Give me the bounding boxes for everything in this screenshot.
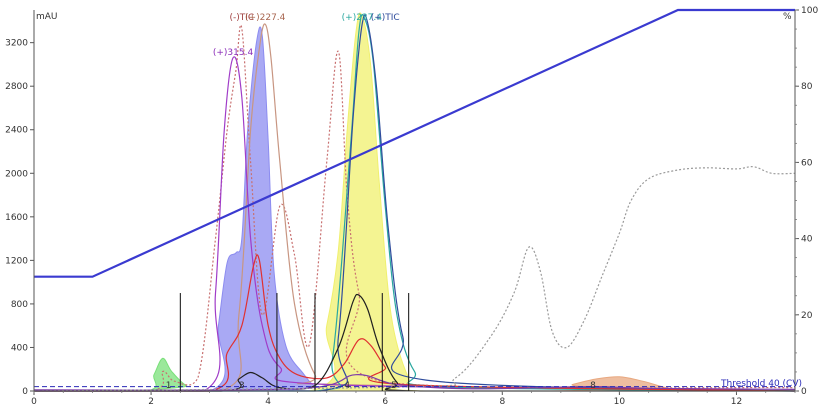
y-left-tick-label: 1200 <box>5 256 28 266</box>
y-right-tick-label: 60 <box>801 158 813 168</box>
fraction-label: 8 <box>590 381 596 391</box>
series-line-4 <box>34 14 796 392</box>
series-line-12 <box>33 166 796 392</box>
y-left-unit: mAU <box>36 12 58 22</box>
y-left-tick-label: 2000 <box>5 169 28 179</box>
axes <box>33 10 796 392</box>
trace-lines <box>33 14 796 392</box>
filled-peak-6 <box>34 12 795 392</box>
y-left-tick-label: 800 <box>11 300 28 310</box>
fraction-label: 5 <box>391 381 397 391</box>
series-line-10 <box>34 293 795 392</box>
y-right-tick-label: 0 <box>801 387 807 397</box>
x-tick-label: 0 <box>31 397 37 407</box>
peak-label: (+)237.4 <box>342 13 383 23</box>
filled-peaks <box>34 12 795 392</box>
series-line-3 <box>34 14 796 392</box>
series-line-2 <box>34 56 796 392</box>
y-left-tick-label: 0 <box>22 387 28 397</box>
y-left-tick-label: 2400 <box>5 126 28 136</box>
y-right-tick-label: 100 <box>801 6 818 16</box>
x-tick-label: 8 <box>499 397 505 407</box>
y-right-tick-label: 20 <box>801 311 813 321</box>
series-line-1 <box>34 23 796 392</box>
peak-label: (+)315.4 <box>213 48 254 58</box>
peak-labels: (-)TIC(+)227.4 (+)315.4 (+)237.4(+)TIC <box>213 13 400 58</box>
gradient-line <box>34 8 795 278</box>
y-right-unit: % <box>783 12 792 22</box>
y-left-tick-label: 1600 <box>5 213 28 223</box>
peak-label: (+)TIC <box>371 13 400 23</box>
x-tick-label: 10 <box>614 397 626 407</box>
filled-peak-5 <box>34 26 795 392</box>
y-left-tick-label: 400 <box>11 343 28 353</box>
x-tick-label: 6 <box>382 397 388 407</box>
fraction-label: 3 <box>239 381 245 391</box>
y-right-tick-label: 40 <box>801 235 813 245</box>
x-tick-label: 4 <box>265 397 271 407</box>
fraction-label: 4 <box>344 381 350 391</box>
x-tick-label: 12 <box>731 397 742 407</box>
fraction-label: 1 <box>166 381 172 391</box>
peak-label: (-)TIC <box>229 13 254 23</box>
threshold-label: Threshold 40 (CV) <box>720 379 802 389</box>
peak-label: (+)227.4 <box>245 13 286 23</box>
y-right-tick-label: 80 <box>801 82 813 92</box>
fraction-markers: 1 3 4 5 8 <box>166 293 596 391</box>
gradient-series <box>34 8 795 278</box>
series-line-0 <box>34 24 796 392</box>
y-left-tick-label: 2800 <box>5 82 28 92</box>
y-left-tick-label: 3200 <box>5 39 28 49</box>
tick-labels: 0 2 4 6 8 10 120400800120016002000240028003200… <box>5 6 818 407</box>
x-tick-label: 2 <box>148 397 154 407</box>
